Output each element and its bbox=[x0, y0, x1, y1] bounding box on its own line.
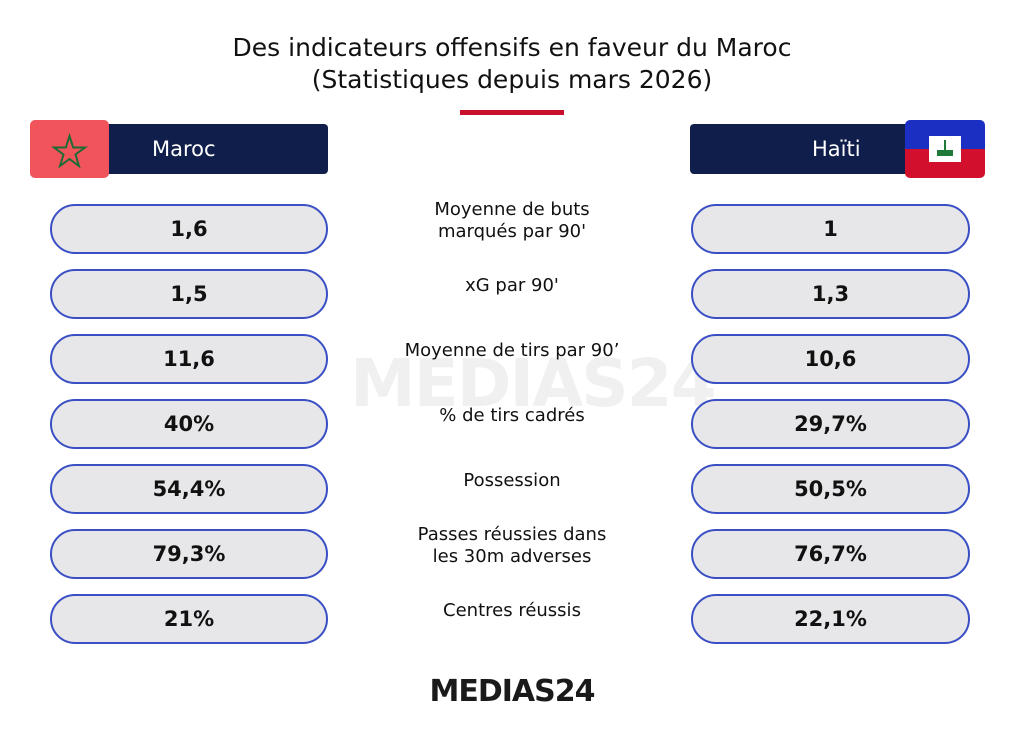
row-label: Possession bbox=[372, 470, 652, 492]
row-label-line: Moyenne de tirs par 90’ bbox=[404, 340, 620, 361]
row-label: % de tirs cadrés bbox=[372, 405, 652, 427]
team-name: Haïti bbox=[812, 137, 861, 161]
title: Des indicateurs offensifs en faveur du M… bbox=[232, 33, 792, 62]
left-value: 21% bbox=[50, 594, 328, 644]
left-value: 11,6 bbox=[50, 334, 328, 384]
row-label: xG par 90' bbox=[372, 275, 652, 297]
row-label: Centres réussis bbox=[372, 600, 652, 622]
left-value: 1,6 bbox=[50, 204, 328, 254]
row-label-line: Possession bbox=[463, 470, 561, 491]
row-label: Passes réussies dans les 30m adverses bbox=[372, 524, 652, 568]
row-label-line: marqués par 90' bbox=[437, 221, 587, 242]
left-value: 54,4% bbox=[50, 464, 328, 514]
row-label-line: Centres réussis bbox=[443, 600, 581, 621]
row-label-line: Passes réussies dans bbox=[417, 524, 607, 545]
right-value: 22,1% bbox=[691, 594, 970, 644]
right-value: 1 bbox=[691, 204, 970, 254]
right-value: 50,5% bbox=[691, 464, 970, 514]
right-value: 29,7% bbox=[691, 399, 970, 449]
row-label-line: % de tirs cadrés bbox=[439, 405, 585, 426]
right-value: 1,3 bbox=[691, 269, 970, 319]
row-label: Moyenne de tirs par 90’ bbox=[372, 340, 652, 362]
row-label-line: xG par 90' bbox=[465, 275, 559, 296]
accent-bar bbox=[460, 110, 564, 115]
team-name: Maroc bbox=[152, 137, 216, 161]
flag-haiti bbox=[905, 120, 985, 178]
left-value: 40% bbox=[50, 399, 328, 449]
row-label-line: les 30m adverses bbox=[432, 546, 592, 567]
left-value: 1,5 bbox=[50, 269, 328, 319]
logo: MEDIAS24 bbox=[429, 674, 596, 709]
left-value: 79,3% bbox=[50, 529, 328, 579]
row-label: Moyenne de buts marqués par 90' bbox=[372, 199, 652, 243]
right-value: 76,7% bbox=[691, 529, 970, 579]
right-value: 10,6 bbox=[691, 334, 970, 384]
row-label-line: Moyenne de buts bbox=[434, 199, 590, 220]
watermark: MEDIAS24 bbox=[350, 345, 717, 422]
subtitle: (Statistiques depuis mars 2026) bbox=[311, 65, 713, 94]
flag-morocco bbox=[30, 120, 109, 178]
